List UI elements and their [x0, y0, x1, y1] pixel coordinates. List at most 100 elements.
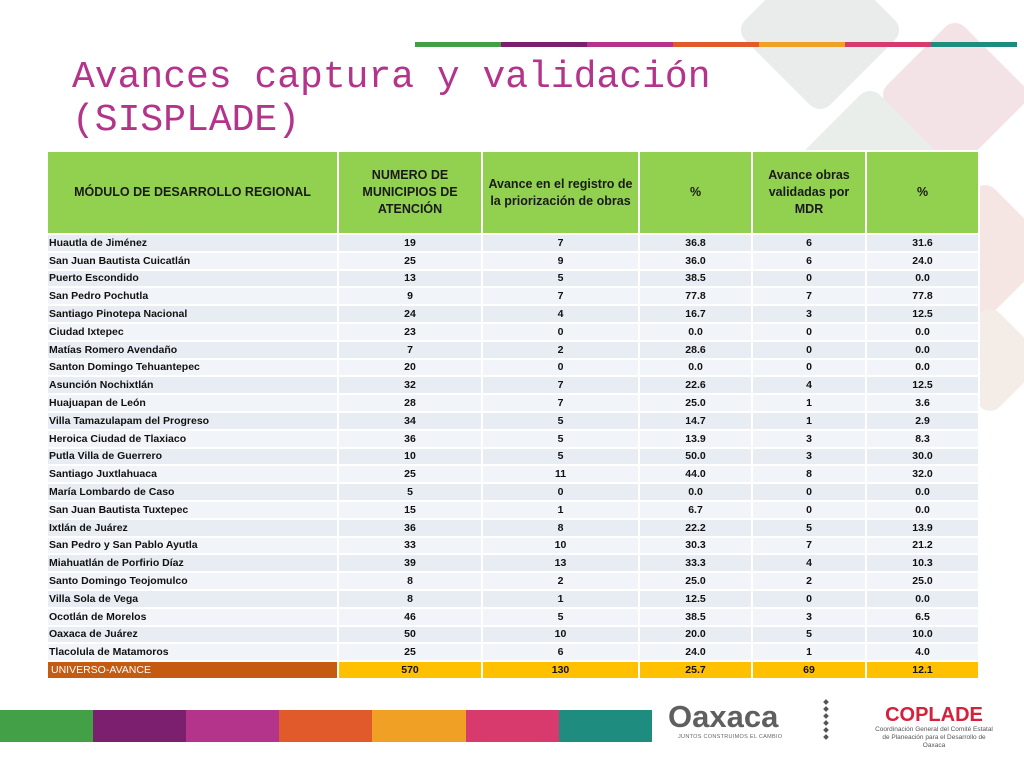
- cell-percent-registro: 0.0: [638, 321, 753, 342]
- table-row: Puerto Escondido 13 5 38.5 0 0.0: [46, 268, 980, 289]
- table-row: María Lombardo de Caso 5 0 0.0 0 0.0: [46, 482, 980, 502]
- cell-avance-registro: 6: [481, 642, 640, 663]
- cell-module: San Juan Bautista Cuicatlán: [46, 250, 339, 271]
- cell-percent-validadas: 21.2: [865, 535, 980, 556]
- cell-module: San Pedro Pochutla: [46, 286, 339, 307]
- cell-municipios: 33: [337, 535, 483, 556]
- cell-percent-registro: 20.0: [638, 624, 753, 645]
- table-row: Matías Romero Avendaño 7 2 28.6 0 0.0: [46, 339, 980, 360]
- cell-percent-registro: 30.3: [638, 535, 753, 556]
- cell-municipios: 39: [337, 553, 483, 574]
- bottom-color-segment: [559, 710, 652, 742]
- cell-avance-validadas: 0: [751, 482, 867, 502]
- cell-municipios: 36: [337, 428, 483, 449]
- cell-municipios: 24: [337, 304, 483, 324]
- cell-percent-validadas: 10.0: [865, 624, 980, 645]
- cell-avance-registro: 4: [481, 304, 640, 324]
- top-color-segment: [415, 42, 501, 47]
- cell-avance-registro: 13: [481, 553, 640, 574]
- cell-avance-validadas: 1: [751, 410, 867, 431]
- cell-percent-validadas: 10.3: [865, 553, 980, 574]
- bottom-color-segment: [0, 710, 93, 742]
- cell-module: Asunción Nochixtlán: [46, 375, 339, 396]
- cell-avance-validadas: 4: [751, 553, 867, 574]
- cell-module: Miahuatlán de Porfirio Díaz: [46, 553, 339, 574]
- cell-percent-registro: 16.7: [638, 304, 753, 324]
- total-label: UNIVERSO-AVANCE: [46, 660, 339, 681]
- cell-municipios: 25: [337, 464, 483, 485]
- cell-avance-validadas: 3: [751, 428, 867, 449]
- header-percent-registro: %: [638, 150, 753, 235]
- cell-municipios: 46: [337, 606, 483, 627]
- cell-percent-validadas: 32.0: [865, 464, 980, 485]
- cell-municipios: 34: [337, 410, 483, 431]
- cell-avance-registro: 5: [481, 268, 640, 289]
- cell-avance-validadas: 0: [751, 588, 867, 609]
- cell-module: Ciudad Ixtepec: [46, 321, 339, 342]
- cell-municipios: 50: [337, 624, 483, 645]
- table-header-row: MÓDULO DE DESARROLLO REGIONAL NUMERO DE …: [46, 150, 980, 235]
- cell-avance-validadas: 7: [751, 286, 867, 307]
- logo-divider: [823, 699, 829, 748]
- cell-avance-validadas: 6: [751, 233, 867, 253]
- cell-module: Huautla de Jiménez: [46, 233, 339, 253]
- cell-municipios: 15: [337, 499, 483, 520]
- table-row: Tlacolula de Matamoros 25 6 24.0 1 4.0: [46, 642, 980, 663]
- total-percent-validadas: 12.1: [865, 660, 980, 681]
- cell-municipios: 32: [337, 375, 483, 396]
- total-avance-registro: 130: [481, 660, 640, 681]
- cell-module: Heroica Ciudad de Tlaxiaco: [46, 428, 339, 449]
- cell-municipios: 20: [337, 357, 483, 378]
- cell-percent-validadas: 3.6: [865, 393, 980, 413]
- cell-percent-registro: 6.7: [638, 499, 753, 520]
- top-color-segment: [931, 42, 1017, 47]
- cell-percent-validadas: 77.8: [865, 286, 980, 307]
- cell-avance-validadas: 0: [751, 268, 867, 289]
- cell-percent-registro: 33.3: [638, 553, 753, 574]
- cell-module: Villa Tamazulapam del Progreso: [46, 410, 339, 431]
- cell-avance-validadas: 4: [751, 375, 867, 396]
- cell-module: Ixtlán de Juárez: [46, 517, 339, 538]
- cell-percent-validadas: 0.0: [865, 339, 980, 360]
- table-row: Santiago Juxtlahuaca 25 11 44.0 8 32.0: [46, 464, 980, 485]
- table-row: San Juan Bautista Tuxtepec 15 1 6.7 0 0.0: [46, 499, 980, 520]
- table-row: Ocotlán de Morelos 46 5 38.5 3 6.5: [46, 606, 980, 627]
- header-module: MÓDULO DE DESARROLLO REGIONAL: [46, 150, 339, 235]
- cell-avance-validadas: 3: [751, 446, 867, 467]
- table-row: Santo Domingo Teojomulco 8 2 25.0 2 25.0: [46, 571, 980, 591]
- progress-table: MÓDULO DE DESARROLLO REGIONAL NUMERO DE …: [46, 150, 980, 681]
- oaxaca-logo-tagline: JUNTOS CONSTRUIMOS EL CAMBIO: [678, 734, 783, 740]
- cell-module: Putla Villa de Guerrero: [46, 446, 339, 467]
- cell-avance-validadas: 3: [751, 606, 867, 627]
- cell-percent-registro: 12.5: [638, 588, 753, 609]
- cell-avance-validadas: 0: [751, 357, 867, 378]
- cell-municipios: 8: [337, 588, 483, 609]
- cell-module: Huajuapan de León: [46, 393, 339, 413]
- cell-avance-registro: 7: [481, 286, 640, 307]
- cell-municipios: 23: [337, 321, 483, 342]
- bottom-color-bar: [0, 710, 652, 742]
- cell-avance-registro: 5: [481, 446, 640, 467]
- cell-percent-registro: 22.6: [638, 375, 753, 396]
- cell-municipios: 25: [337, 642, 483, 663]
- cell-avance-registro: 5: [481, 606, 640, 627]
- bottom-color-segment: [466, 710, 559, 742]
- cell-percent-validadas: 12.5: [865, 304, 980, 324]
- cell-percent-validadas: 0.0: [865, 321, 980, 342]
- header-municipios: NUMERO DE MUNICIPIOS DE ATENCIÓN: [337, 150, 483, 235]
- cell-avance-registro: 2: [481, 571, 640, 591]
- cell-module: Matías Romero Avendaño: [46, 339, 339, 360]
- table-row: San Pedro Pochutla 9 7 77.8 7 77.8: [46, 286, 980, 307]
- bottom-color-segment: [279, 710, 372, 742]
- cell-module: Oaxaca de Juárez: [46, 624, 339, 645]
- slide-title: Avances captura y validación (SISPLADE): [72, 56, 711, 142]
- cell-avance-registro: 7: [481, 393, 640, 413]
- cell-avance-validadas: 5: [751, 624, 867, 645]
- cell-percent-validadas: 24.0: [865, 250, 980, 271]
- cell-percent-registro: 24.0: [638, 642, 753, 663]
- table-row: Huautla de Jiménez 19 7 36.8 6 31.6: [46, 233, 980, 253]
- cell-module: Tlacolula de Matamoros: [46, 642, 339, 663]
- cell-avance-validadas: 3: [751, 304, 867, 324]
- cell-municipios: 19: [337, 233, 483, 253]
- bottom-color-segment: [93, 710, 186, 742]
